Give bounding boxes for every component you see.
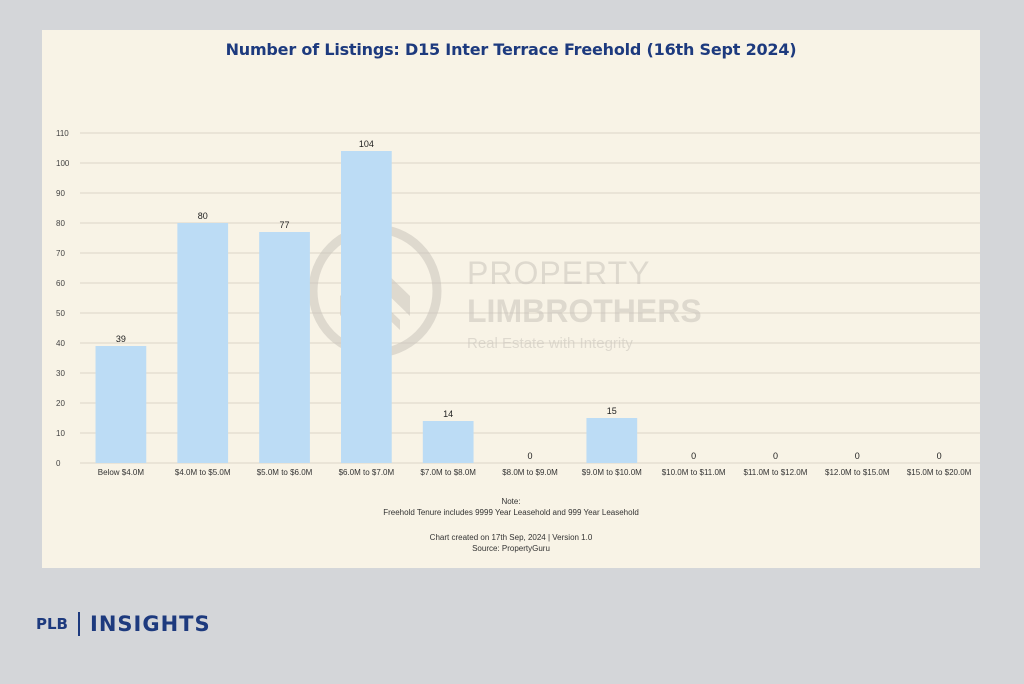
x-tick-label: Below $4.0M xyxy=(98,468,145,477)
x-tick-label: $7.0M to $8.0M xyxy=(420,468,476,477)
chart-card: Number of Listings: D15 Inter Terrace Fr… xyxy=(42,30,980,568)
data-label: 0 xyxy=(855,451,860,461)
data-label: 0 xyxy=(937,451,942,461)
watermark-line3: Real Estate with Integrity xyxy=(467,335,633,352)
chart-created: Chart created on 17th Sep, 2024 | Versio… xyxy=(429,533,593,542)
bars xyxy=(95,151,638,463)
y-tick-label: 50 xyxy=(56,309,65,318)
y-tick-label: 0 xyxy=(56,459,61,468)
bar xyxy=(341,151,392,463)
brand-logo: PLB INSIGHTS xyxy=(36,610,211,638)
bar xyxy=(422,421,474,463)
data-label: 80 xyxy=(198,211,208,221)
y-tick-label: 70 xyxy=(56,249,65,258)
x-tick-label: $10.0M to $11.0M xyxy=(662,468,726,477)
x-tick-label: $12.0M to $15.0M xyxy=(825,468,890,477)
data-label: 0 xyxy=(527,451,532,461)
watermark: PROPERTY LIMBROTHERS Real Estate with In… xyxy=(308,224,702,358)
watermark-line1: PROPERTY xyxy=(467,255,650,291)
y-tick-label: 30 xyxy=(56,369,65,378)
gridlines xyxy=(80,132,980,464)
bar-chart: 0 10 20 30 40 50 60 70 80 90 100 110 PROPERTY LIMBR… xyxy=(56,129,980,477)
y-tick-label: 10 xyxy=(56,429,65,438)
watermark-line2: LIMBROTHERS xyxy=(467,293,702,329)
y-tick-label: 20 xyxy=(56,399,65,408)
y-tick-label: 100 xyxy=(56,159,70,168)
y-tick-label: 80 xyxy=(56,219,65,228)
y-tick-label: 90 xyxy=(56,189,65,198)
bar xyxy=(586,418,638,463)
data-label: 15 xyxy=(607,406,617,416)
notes: Note: Freehold Tenure includes 9999 Year… xyxy=(42,496,980,554)
bar xyxy=(95,346,147,463)
x-tick-label: $11.0M to $12.0M xyxy=(744,468,808,477)
data-label: 77 xyxy=(280,220,290,230)
chart-title: Number of Listings: D15 Inter Terrace Fr… xyxy=(225,40,797,59)
x-tick-label: $5.0M to $6.0M xyxy=(257,468,313,477)
bar xyxy=(259,232,310,463)
brand-divider xyxy=(78,612,80,636)
x-tick-label: $9.0M to $10.0M xyxy=(582,468,642,477)
y-tick-label: 60 xyxy=(56,279,65,288)
note-heading: Note: xyxy=(501,497,521,506)
data-label: 104 xyxy=(359,139,374,149)
x-tick-label: $15.0M to $20.0M xyxy=(907,468,972,477)
x-tick-label: $8.0M to $9.0M xyxy=(502,468,558,477)
x-tick-label: $6.0M to $7.0M xyxy=(339,468,395,477)
brand-plb: PLB xyxy=(36,615,68,633)
y-tick-label: 110 xyxy=(56,129,69,138)
note-text: Freehold Tenure includes 9999 Year Lease… xyxy=(383,508,639,517)
chart-source: Source: PropertyGuru xyxy=(472,544,550,553)
y-axis-ticks: 0 10 20 30 40 50 60 70 80 90 100 110 xyxy=(56,129,70,468)
data-labels: 39 80 77 104 14 0 15 0 0 0 0 xyxy=(116,139,942,461)
data-label: 14 xyxy=(443,409,453,419)
y-tick-label: 40 xyxy=(56,339,65,348)
data-label: 0 xyxy=(691,451,696,461)
brand-insights: INSIGHTS xyxy=(90,612,211,636)
x-axis-ticks: Below $4.0M $4.0M to $5.0M $5.0M to $6.0M $… xyxy=(98,468,972,477)
x-tick-label: $4.0M to $5.0M xyxy=(175,468,231,477)
data-label: 39 xyxy=(116,334,126,344)
bar xyxy=(177,223,229,463)
data-label: 0 xyxy=(773,451,778,461)
